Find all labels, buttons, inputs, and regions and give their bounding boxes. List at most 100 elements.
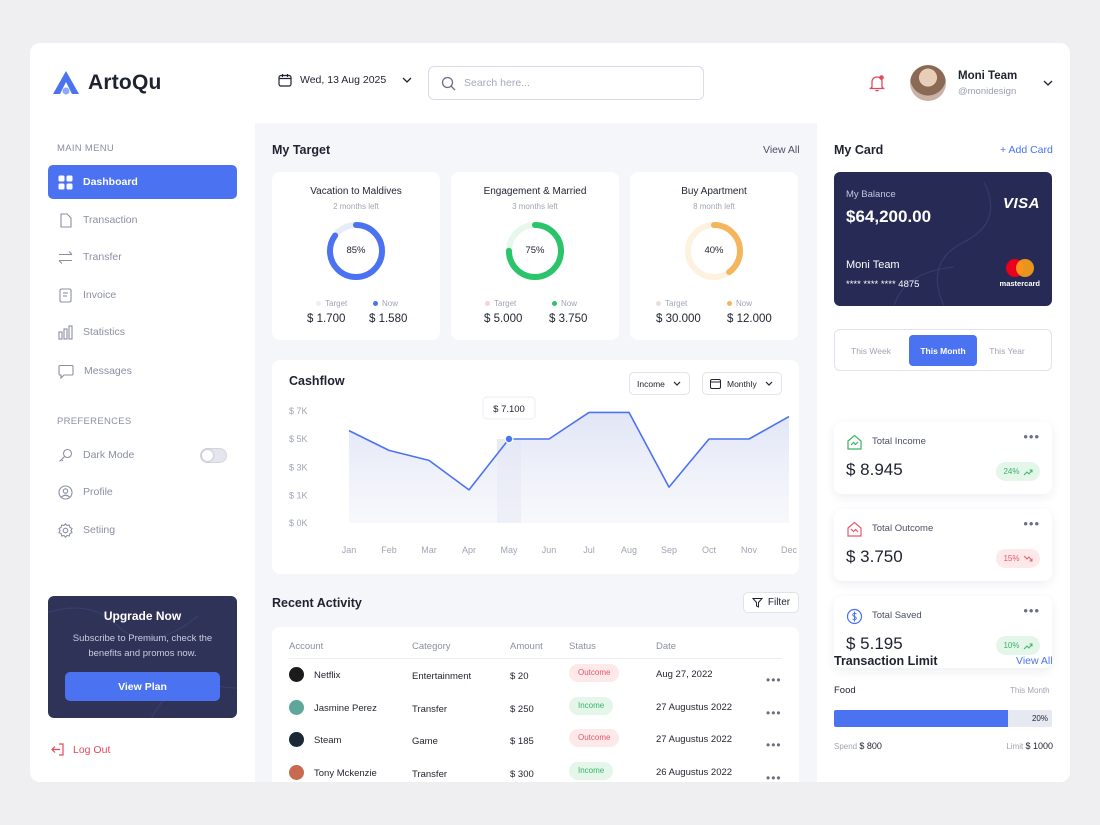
logout-icon [51, 743, 64, 756]
total-income-card[interactable]: Total Income ••• $ 8.945 24% [834, 422, 1052, 494]
row-more-icon[interactable]: ••• [766, 705, 782, 720]
sidebar-item-messages[interactable]: Messages [48, 354, 237, 388]
more-options-icon[interactable]: ••• [1023, 603, 1040, 618]
sidebar-item-statistics[interactable]: Statistics [48, 315, 237, 349]
row-more-icon[interactable]: ••• [766, 770, 782, 783]
area-fill [349, 412, 789, 523]
notification-button[interactable] [868, 74, 886, 97]
preferences-heading: PREFERENCES [57, 416, 132, 427]
column-header: Category [412, 641, 451, 652]
target-card[interactable]: Vacation to Maldives 2 months left 85% T… [272, 172, 440, 340]
targets-view-all-link[interactable]: View All [763, 144, 800, 156]
upgrade-card: Upgrade Now Subscribe to Premium, check … [48, 596, 237, 718]
main-content: My Target View All Vacation to Maldives … [255, 123, 817, 782]
row-more-icon[interactable]: ••• [766, 673, 782, 687]
sidebar-item-dashboard[interactable]: Dashboard [48, 165, 237, 199]
y-tick-label: $ 0K [289, 518, 308, 528]
sidebar-item-setting[interactable]: Setiing [48, 513, 237, 547]
target-title: Buy Apartment [681, 186, 747, 197]
toggle-knob [202, 450, 213, 461]
date-picker[interactable]: Wed, 13 Aug 2025 [278, 73, 414, 87]
now-amount: $ 1.580 [369, 313, 408, 325]
period-dropdown[interactable]: Monthly [702, 372, 782, 395]
account-name: Tony Mckenzie [314, 767, 377, 779]
card-pattern [893, 181, 992, 306]
bar-chart-icon [58, 324, 73, 340]
user-menu[interactable]: Moni Team @monidesign [910, 65, 1055, 101]
cashflow-title: Cashflow [289, 374, 345, 388]
bank-card[interactable]: My Balance $64,200.00 VISA Moni Team ***… [834, 172, 1052, 306]
row-more-icon[interactable]: ••• [766, 738, 782, 752]
change-badge: 15% [996, 549, 1040, 568]
tab-this-year[interactable]: This Year [989, 345, 1025, 356]
limit-value: $ 1000 [1025, 741, 1053, 751]
target-card[interactable]: Engagement & Married 3 months left 75% T… [451, 172, 619, 340]
search-input[interactable] [464, 77, 684, 89]
sidebar-item-label: Dashboard [83, 176, 138, 188]
limit-label: Limit [1006, 742, 1024, 751]
logo-icon [53, 71, 79, 95]
sidebar-item-label: Invoice [83, 289, 117, 301]
total-outcome-card[interactable]: Total Outcome ••• $ 3.750 15% [834, 509, 1052, 581]
spend-label: Spend [834, 742, 858, 751]
home-up-icon [847, 434, 862, 450]
stat-value: $ 5.195 [846, 634, 903, 653]
change-value: 10% [1003, 641, 1020, 650]
status-badge: Outcome [569, 664, 620, 682]
target-card[interactable]: Buy Apartment 8 month left 40% Target No… [630, 172, 798, 340]
limit-view-all-link[interactable]: View All [1016, 655, 1053, 667]
sidebar-item-dark-mode[interactable]: Dark Mode [48, 438, 188, 472]
y-tick-label: $ 5K [289, 434, 308, 444]
x-tick-label: Mar [421, 545, 437, 555]
dark-mode-toggle[interactable] [200, 448, 227, 463]
x-tick-label: Sep [661, 545, 677, 555]
logout-label: Log Out [73, 743, 111, 756]
amount-cell: $ 250 [510, 703, 534, 715]
x-tick-label: Aug [621, 545, 637, 555]
x-tick-label: Dec [781, 545, 798, 555]
user-icon [58, 484, 73, 500]
column-header: Amount [510, 641, 543, 652]
stat-name: Total Outcome [872, 523, 934, 534]
logo[interactable]: ArtoQu [52, 70, 162, 96]
balance-value: $64,200.00 [846, 207, 932, 226]
sidebar-item-transaction[interactable]: Transaction [48, 203, 237, 237]
logout-button[interactable]: Log Out [50, 742, 110, 757]
sidebar-item-transfer[interactable]: Transfer [48, 240, 237, 274]
search-box[interactable] [428, 66, 704, 100]
filter-button[interactable]: Filter [743, 592, 799, 613]
transaction-limit-title: Transaction Limit [834, 654, 938, 668]
income-dropdown[interactable]: Income [629, 372, 690, 395]
change-value: 15% [1003, 554, 1020, 563]
target-percent: 85% [346, 245, 366, 256]
sidebar-item-label: Messages [84, 365, 132, 377]
add-card-link[interactable]: + Add Card [1000, 144, 1053, 156]
total-saved-card[interactable]: Total Saved ••• $ 5.195 10% [834, 596, 1052, 668]
limit-progress-fill [834, 710, 1009, 727]
sidebar-item-invoice[interactable]: Invoice [48, 278, 237, 312]
target-title: Vacation to Maldives [310, 186, 402, 197]
tab-this-month[interactable]: This Month [909, 335, 977, 366]
more-options-icon[interactable]: ••• [1023, 429, 1040, 444]
trend-up-icon [1023, 469, 1032, 475]
x-tick-label: Feb [381, 545, 397, 555]
sidebar-item-label: Statistics [83, 326, 126, 338]
change-badge: 24% [996, 462, 1040, 481]
target-amount: $ 30.000 [656, 313, 701, 325]
my-card-title: My Card [834, 143, 884, 157]
search-icon [441, 76, 456, 90]
card-holder: Moni Team [846, 259, 900, 271]
sidebar-item-label: Profile [83, 486, 113, 498]
invoice-icon [59, 287, 72, 303]
view-plan-button[interactable]: View Plan [65, 672, 220, 701]
sidebar-item-profile[interactable]: Profile [48, 475, 237, 509]
x-tick-label: Jan [342, 545, 357, 555]
highlight-point [505, 435, 513, 443]
limit-category: Food [834, 685, 856, 696]
series-line [348, 411, 790, 491]
more-options-icon[interactable]: ••• [1023, 516, 1040, 531]
account-avatar [289, 699, 304, 715]
spend-value: $ 800 [859, 741, 882, 751]
tab-this-week[interactable]: This Week [851, 345, 891, 356]
account-avatar [289, 667, 304, 682]
